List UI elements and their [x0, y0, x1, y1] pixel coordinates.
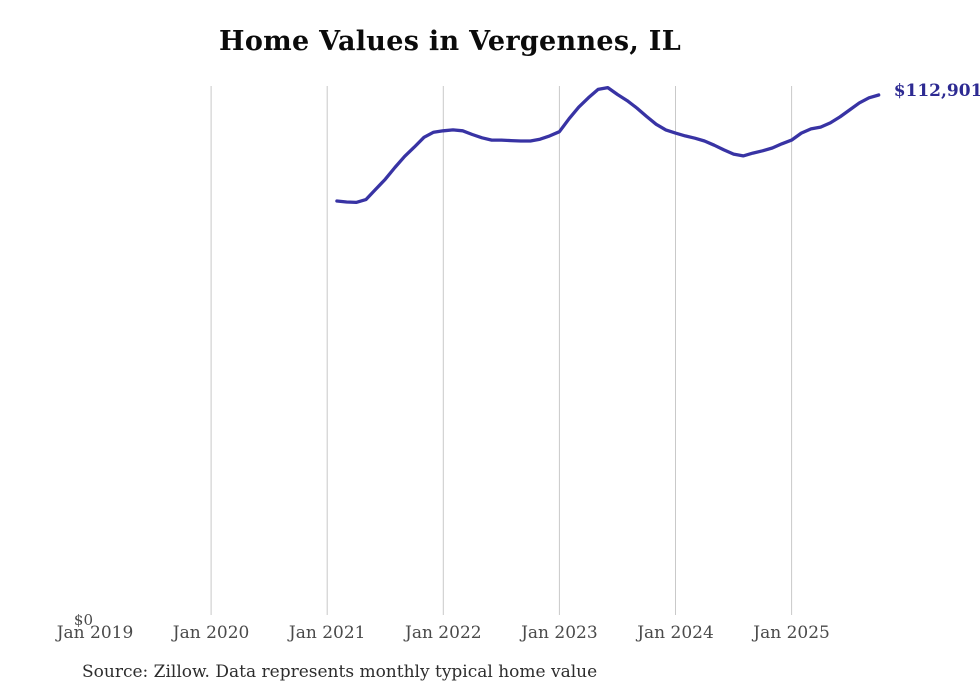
home-value-line-series: [335, 85, 881, 205]
x-axis-tick-label: Jan 2023: [521, 623, 598, 643]
x-axis-tick-label: Jan 2020: [172, 623, 250, 643]
chart-title: Home Values in Vergennes, IL: [219, 26, 681, 57]
y-axis-zero-label: $0: [73, 611, 93, 629]
latest-value-label: $112,901: [893, 81, 980, 101]
x-axis-tick-label: Jan 2022: [405, 623, 482, 643]
x-axis-tick-label: Jan 2024: [637, 623, 714, 643]
x-axis-tick-label: Jan 2019: [56, 623, 134, 643]
source-note: Source: Zillow. Data represents monthly …: [82, 662, 598, 682]
x-axis-tick-label: Jan 2021: [288, 623, 366, 643]
x-axis-tick-label: Jan 2025: [753, 623, 830, 643]
